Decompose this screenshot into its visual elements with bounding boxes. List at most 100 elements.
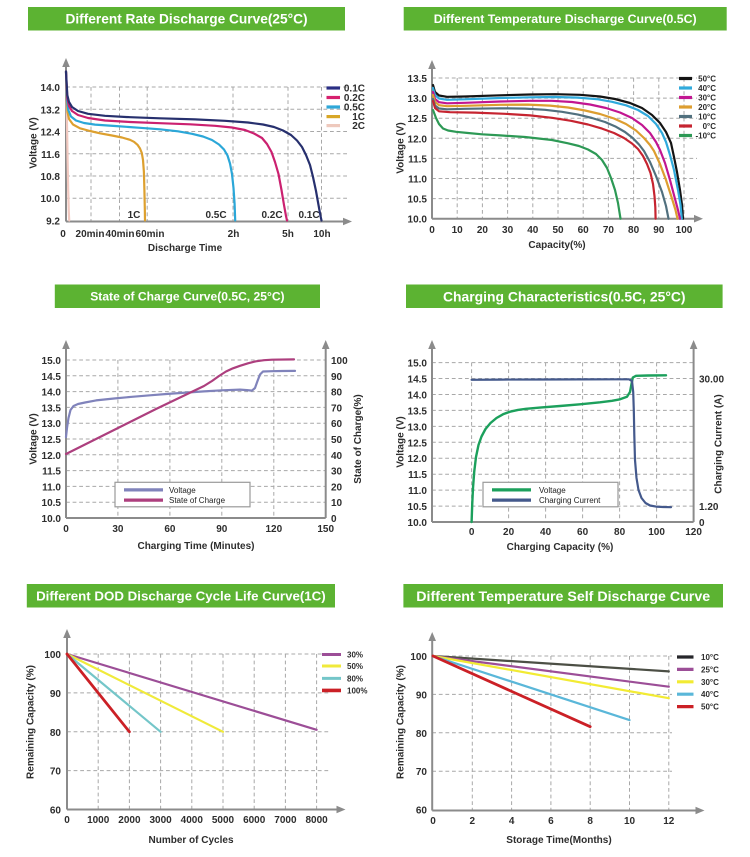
svg-text:70: 70	[50, 767, 62, 778]
svg-text:80: 80	[614, 527, 626, 538]
svg-text:50: 50	[331, 435, 343, 446]
svg-text:13.2: 13.2	[41, 105, 61, 116]
svg-text:Voltage: Voltage	[539, 486, 566, 495]
svg-text:10.0: 10.0	[41, 194, 61, 205]
svg-text:6: 6	[548, 816, 554, 827]
svg-text:State of Charge: State of Charge	[169, 496, 226, 505]
svg-text:30: 30	[112, 524, 124, 535]
svg-text:40: 40	[527, 225, 539, 236]
svg-text:100: 100	[44, 650, 61, 661]
svg-text:10h: 10h	[313, 229, 330, 240]
svg-text:10: 10	[331, 498, 343, 509]
svg-text:Storage Time(Months): Storage Time(Months)	[506, 835, 611, 846]
svg-text:Different Rate Discharge Curve: Different Rate Discharge Curve(25°C)	[65, 12, 307, 27]
svg-text:13.0: 13.0	[408, 422, 428, 433]
svg-text:Different DOD Discharge Cycle: Different DOD Discharge Cycle Life Curve…	[36, 589, 326, 604]
svg-text:Discharge Time: Discharge Time	[148, 243, 223, 254]
svg-text:80%: 80%	[347, 674, 363, 683]
svg-text:12.4: 12.4	[41, 128, 61, 139]
svg-text:11.6: 11.6	[41, 150, 60, 161]
svg-text:1000: 1000	[87, 815, 110, 826]
svg-text:Voltage: Voltage	[169, 486, 196, 495]
svg-text:14.5: 14.5	[408, 375, 428, 386]
svg-text:Charging Time (Minutes): Charging Time (Minutes)	[137, 541, 254, 552]
svg-text:90: 90	[331, 372, 343, 383]
svg-text:11.5: 11.5	[408, 154, 427, 165]
svg-text:State of Charge Curve(0.5C, 25: State of Charge Curve(0.5C, 25°C)	[90, 290, 284, 304]
svg-text:Voltage (V): Voltage (V)	[396, 122, 407, 173]
svg-text:0.2C: 0.2C	[344, 93, 365, 104]
svg-text:0.1C: 0.1C	[298, 210, 319, 221]
svg-text:8000: 8000	[305, 815, 328, 826]
svg-text:2: 2	[470, 816, 476, 827]
svg-text:12.5: 12.5	[42, 435, 62, 446]
svg-text:5h: 5h	[282, 229, 294, 240]
svg-text:11.5: 11.5	[42, 467, 61, 478]
svg-text:1.20: 1.20	[699, 502, 719, 513]
svg-text:13.0: 13.0	[408, 94, 428, 105]
svg-text:30.00: 30.00	[699, 375, 724, 386]
svg-text:4000: 4000	[181, 815, 204, 826]
svg-text:Remaining Capacity (%): Remaining Capacity (%)	[396, 665, 407, 779]
svg-text:0: 0	[430, 816, 436, 827]
svg-text:90: 90	[416, 690, 428, 701]
svg-text:Voltage (V): Voltage (V)	[28, 117, 39, 168]
svg-text:10°C: 10°C	[701, 653, 719, 662]
svg-text:12.5: 12.5	[408, 114, 428, 125]
svg-text:13.5: 13.5	[42, 403, 62, 414]
svg-text:30%: 30%	[347, 651, 363, 660]
svg-text:60: 60	[164, 524, 176, 535]
svg-text:15.0: 15.0	[42, 356, 62, 367]
svg-text:40: 40	[331, 451, 343, 462]
svg-text:25°C: 25°C	[701, 665, 719, 674]
svg-text:12: 12	[663, 816, 675, 827]
svg-text:12.0: 12.0	[408, 134, 428, 145]
svg-text:Voltage (V): Voltage (V)	[396, 416, 407, 467]
svg-text:11.0: 11.0	[408, 175, 427, 186]
svg-text:70: 70	[416, 767, 428, 778]
svg-text:11.0: 11.0	[408, 486, 427, 497]
svg-text:30: 30	[502, 225, 514, 236]
svg-text:60: 60	[578, 225, 590, 236]
svg-text:1C: 1C	[128, 210, 141, 221]
svg-text:0: 0	[63, 524, 69, 535]
svg-text:13.0: 13.0	[42, 419, 62, 430]
svg-text:100: 100	[410, 652, 427, 663]
svg-text:50: 50	[552, 225, 564, 236]
svg-text:60: 60	[577, 527, 589, 538]
svg-text:60min: 60min	[136, 229, 165, 240]
svg-text:2C: 2C	[352, 121, 365, 132]
svg-text:10: 10	[624, 816, 636, 827]
svg-text:4: 4	[509, 816, 515, 827]
svg-text:10°C: 10°C	[698, 113, 716, 122]
svg-text:12.0: 12.0	[408, 454, 428, 465]
svg-text:100%: 100%	[347, 686, 367, 695]
svg-text:0.2C: 0.2C	[261, 210, 282, 221]
svg-text:120: 120	[265, 524, 282, 535]
svg-text:Different Temperature Discharg: Different Temperature Discharge Curve(0.…	[434, 12, 697, 26]
svg-text:2000: 2000	[118, 815, 141, 826]
svg-text:14.0: 14.0	[408, 391, 428, 402]
svg-text:70: 70	[603, 225, 615, 236]
svg-text:10.0: 10.0	[408, 215, 428, 226]
svg-text:14.0: 14.0	[41, 83, 61, 94]
svg-text:20: 20	[503, 527, 515, 538]
svg-text:12.5: 12.5	[408, 438, 428, 449]
svg-text:60: 60	[50, 806, 62, 817]
svg-text:0: 0	[60, 229, 66, 240]
svg-text:60: 60	[331, 419, 343, 430]
svg-text:20min: 20min	[76, 229, 105, 240]
svg-text:13.5: 13.5	[408, 406, 428, 417]
svg-text:90: 90	[50, 689, 62, 700]
svg-text:60: 60	[416, 806, 428, 817]
svg-text:14.0: 14.0	[42, 388, 62, 399]
svg-text:70: 70	[331, 403, 343, 414]
svg-text:13.5: 13.5	[408, 74, 428, 85]
svg-text:Charging Current (A): Charging Current (A)	[714, 394, 725, 493]
svg-text:Number of Cycles: Number of Cycles	[148, 835, 233, 846]
svg-text:0°C: 0°C	[703, 122, 717, 131]
svg-text:90: 90	[216, 524, 228, 535]
svg-text:State of Charge(%): State of Charge(%)	[353, 394, 364, 483]
svg-text:20: 20	[331, 482, 343, 493]
svg-text:120: 120	[685, 527, 702, 538]
